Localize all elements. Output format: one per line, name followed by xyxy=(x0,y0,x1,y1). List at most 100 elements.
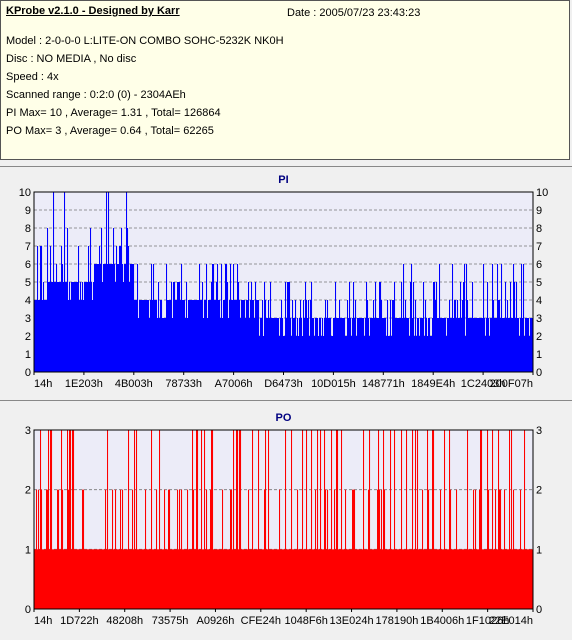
bar xyxy=(173,549,175,609)
bar xyxy=(83,300,85,372)
y-tick-label-left: 9 xyxy=(25,205,31,217)
bar xyxy=(238,282,240,372)
bar xyxy=(327,489,329,609)
bar xyxy=(521,264,523,372)
bar xyxy=(468,318,470,372)
bar xyxy=(276,549,278,609)
x-tick-label: 1B4006h xyxy=(420,615,464,627)
bar xyxy=(289,282,291,372)
bar xyxy=(100,549,102,609)
bar xyxy=(482,549,484,609)
bar xyxy=(449,300,451,372)
bar xyxy=(88,246,90,372)
bar xyxy=(148,549,150,609)
bar xyxy=(214,300,216,372)
bar xyxy=(475,489,477,609)
bar xyxy=(291,336,293,372)
bar xyxy=(250,300,252,372)
bar xyxy=(306,300,308,372)
bar xyxy=(450,318,452,372)
bar xyxy=(96,264,98,372)
bar xyxy=(126,549,128,609)
bar xyxy=(424,336,426,372)
bar xyxy=(447,318,449,372)
bar xyxy=(57,489,59,609)
bar xyxy=(170,549,172,609)
bar xyxy=(109,549,111,609)
bar xyxy=(259,336,261,372)
bar xyxy=(34,549,36,609)
bar xyxy=(125,264,127,372)
bar xyxy=(463,549,465,609)
bar xyxy=(360,318,362,372)
bar xyxy=(234,300,236,372)
bar xyxy=(60,282,62,372)
bar xyxy=(350,318,352,372)
bar xyxy=(223,300,225,372)
bar xyxy=(34,300,36,372)
bar xyxy=(60,549,62,609)
bar xyxy=(121,228,123,372)
bar xyxy=(177,489,179,609)
bar xyxy=(458,318,460,372)
bar xyxy=(93,549,95,609)
bar xyxy=(115,489,117,609)
bar xyxy=(80,282,82,372)
bar xyxy=(264,489,266,609)
bar xyxy=(354,318,356,372)
bar xyxy=(54,549,56,609)
bar xyxy=(363,430,365,609)
bar xyxy=(202,549,204,609)
bar xyxy=(157,318,159,372)
y-tick-label-right: 3 xyxy=(536,425,542,437)
bar xyxy=(443,318,445,372)
bar xyxy=(107,430,109,609)
bar xyxy=(300,300,302,372)
bar xyxy=(486,549,488,609)
bar xyxy=(211,430,213,609)
bar xyxy=(274,549,276,609)
bar xyxy=(315,318,317,372)
bar xyxy=(426,318,428,372)
bar xyxy=(198,549,200,609)
bar xyxy=(155,300,157,372)
bar xyxy=(309,336,311,372)
bar xyxy=(370,318,372,372)
bar xyxy=(131,549,133,609)
bar xyxy=(492,430,494,609)
bar xyxy=(171,282,173,372)
bar xyxy=(170,300,172,372)
bar xyxy=(299,318,301,372)
bar xyxy=(217,549,219,609)
bar xyxy=(233,430,235,609)
bar xyxy=(357,549,359,609)
bar xyxy=(332,549,334,609)
bar xyxy=(259,549,261,609)
bar xyxy=(50,430,52,609)
bar xyxy=(324,318,326,372)
bar xyxy=(407,549,409,609)
bar xyxy=(414,549,416,609)
bar xyxy=(215,300,217,372)
x-tick-label: 13E024h xyxy=(330,615,374,627)
bar-series xyxy=(34,430,534,609)
bar xyxy=(106,192,108,372)
bar xyxy=(437,549,439,609)
bar xyxy=(415,300,417,372)
bar xyxy=(98,264,100,372)
bar xyxy=(221,549,223,609)
bar xyxy=(441,318,443,372)
y-tick-label-right: 2 xyxy=(536,331,542,343)
bar xyxy=(394,430,396,609)
bar xyxy=(92,549,94,609)
bar xyxy=(46,300,48,372)
bar xyxy=(118,264,120,372)
bar xyxy=(507,549,509,609)
bar xyxy=(436,549,438,609)
bar xyxy=(64,192,66,372)
bar xyxy=(374,549,376,609)
bar xyxy=(467,300,469,372)
bar xyxy=(395,549,397,609)
bar xyxy=(67,228,69,372)
bar xyxy=(45,549,47,609)
